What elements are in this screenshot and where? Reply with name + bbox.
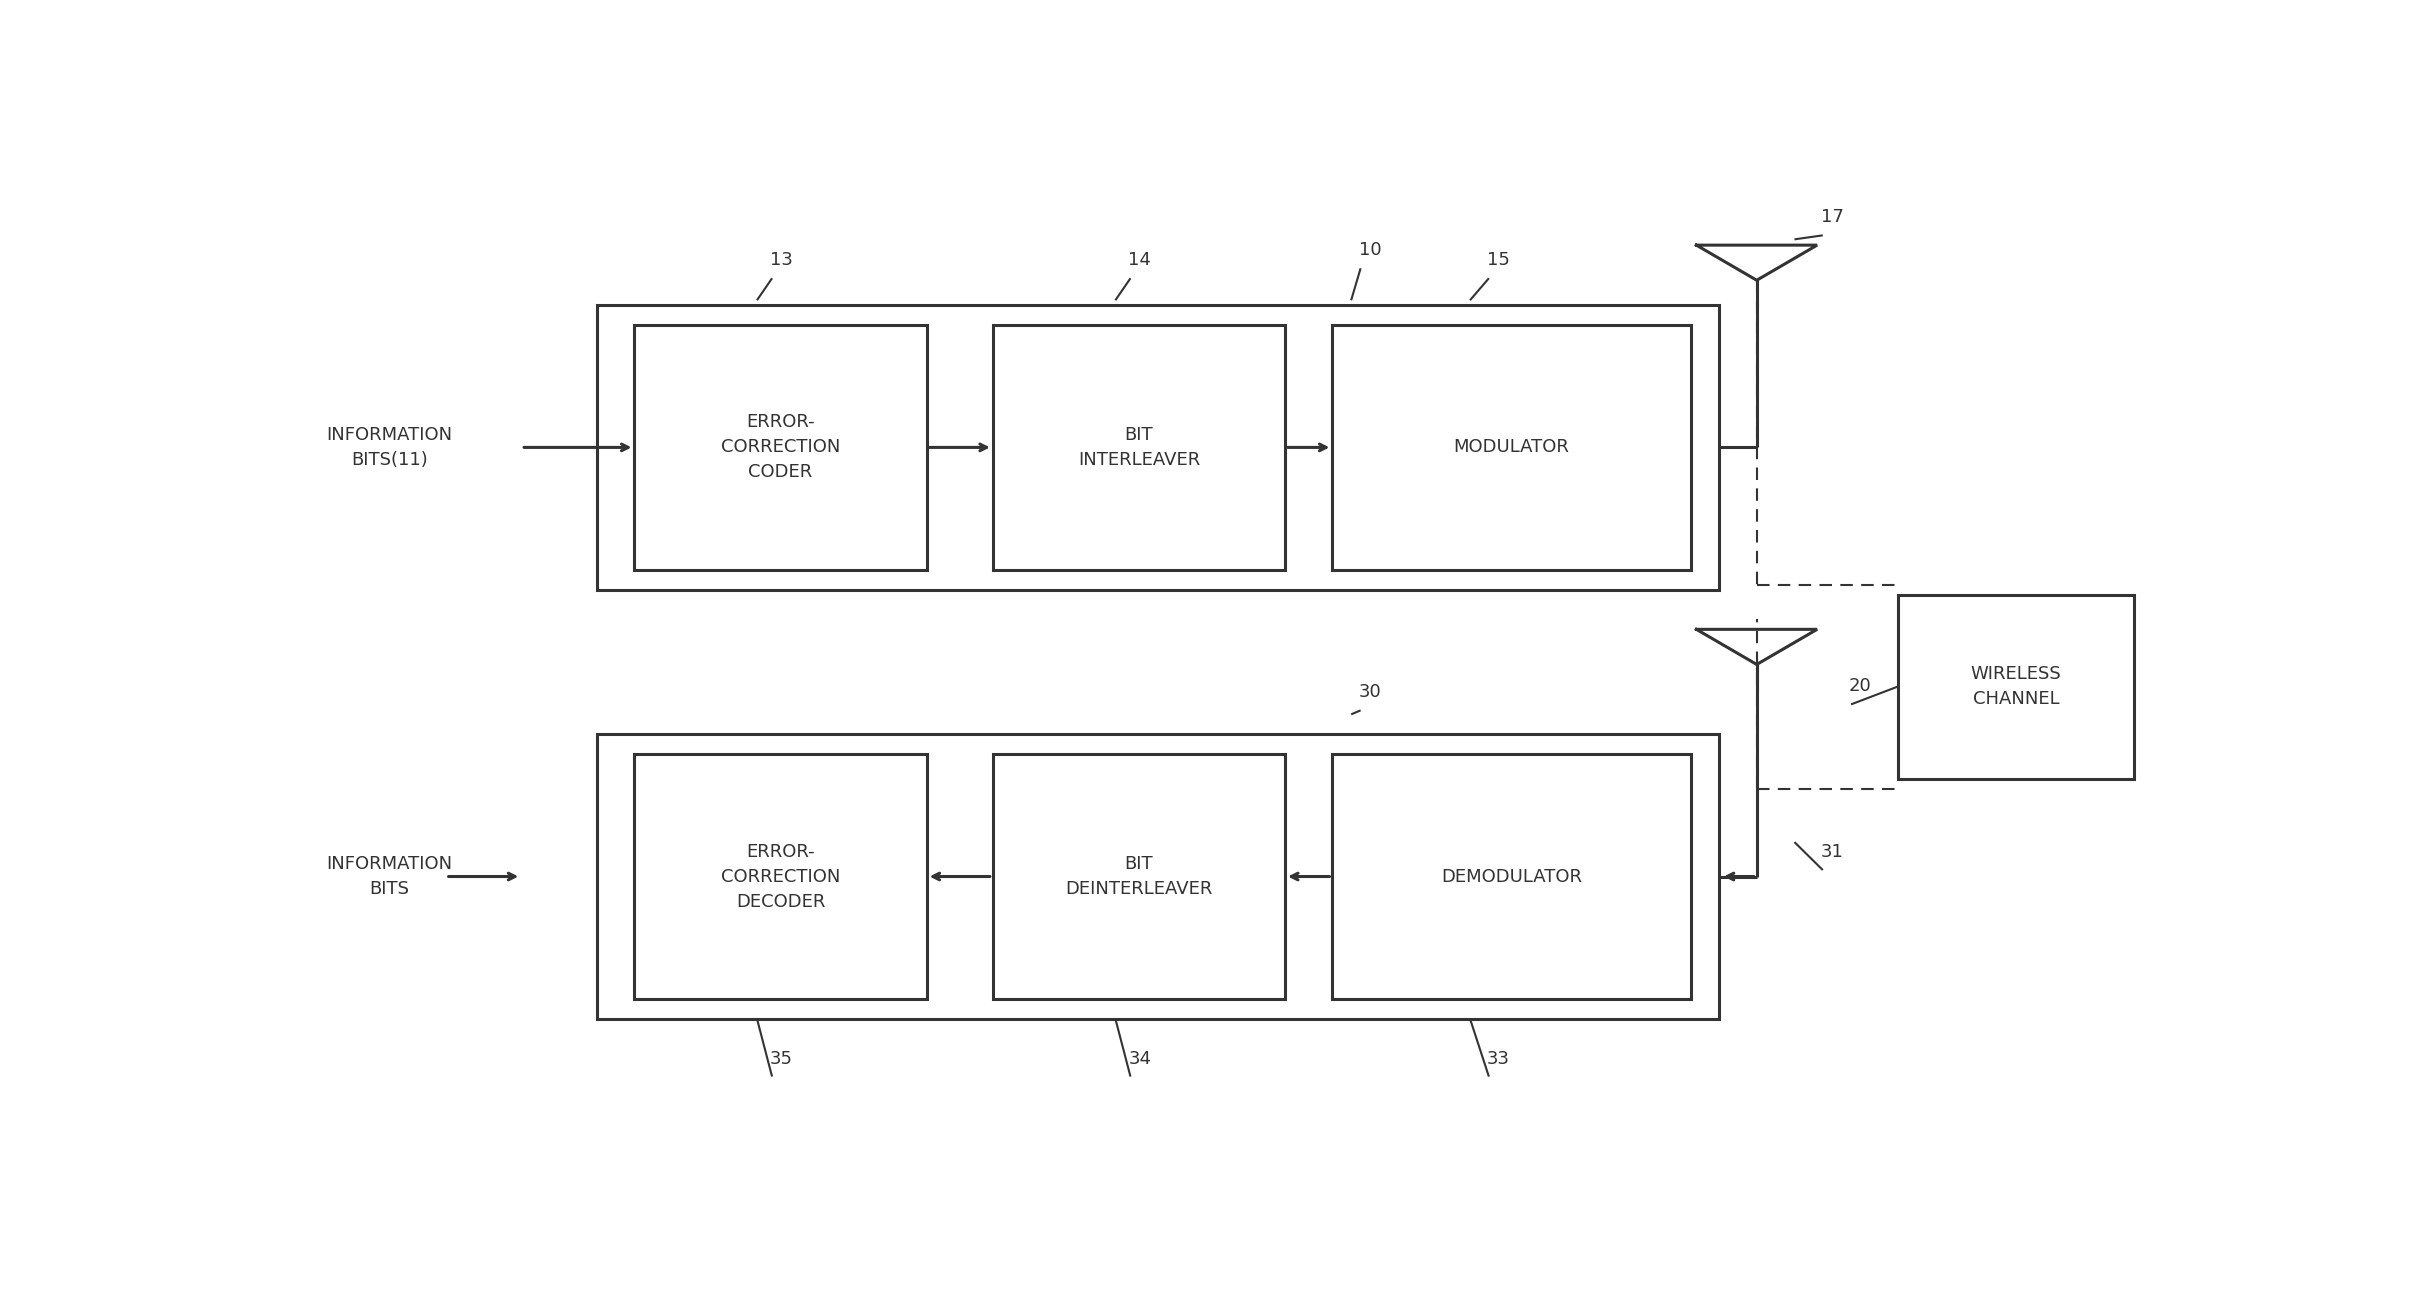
- Text: 10: 10: [1358, 241, 1383, 259]
- Text: INFORMATION
BITS: INFORMATION BITS: [326, 855, 453, 898]
- Bar: [1899, 595, 2135, 779]
- Text: 13: 13: [769, 251, 793, 270]
- Text: 31: 31: [1821, 844, 1843, 861]
- Bar: [993, 754, 1285, 999]
- Text: MODULATOR: MODULATOR: [1453, 438, 1570, 456]
- Text: ERROR-
CORRECTION
DECODER: ERROR- CORRECTION DECODER: [720, 842, 840, 911]
- Text: WIRELESS
CHANNEL: WIRELESS CHANNEL: [1972, 665, 2062, 709]
- Bar: [993, 325, 1285, 570]
- Text: INFORMATION
BITS(11): INFORMATION BITS(11): [326, 426, 453, 469]
- Text: 14: 14: [1129, 251, 1151, 270]
- Bar: [635, 754, 927, 999]
- Text: 17: 17: [1821, 209, 1843, 227]
- Text: BIT
DEINTERLEAVER: BIT DEINTERLEAVER: [1066, 855, 1212, 898]
- Text: 15: 15: [1487, 251, 1509, 270]
- Bar: [596, 306, 1718, 590]
- Text: ERROR-
CORRECTION
CODER: ERROR- CORRECTION CODER: [720, 413, 840, 481]
- Text: 30: 30: [1358, 683, 1383, 701]
- Bar: [1331, 325, 1692, 570]
- Text: 20: 20: [1850, 678, 1872, 696]
- Bar: [596, 735, 1718, 1019]
- Text: BIT
INTERLEAVER: BIT INTERLEAVER: [1078, 426, 1200, 469]
- Text: 33: 33: [1487, 1050, 1509, 1068]
- Text: 35: 35: [769, 1050, 793, 1068]
- Bar: [635, 325, 927, 570]
- Text: 34: 34: [1129, 1050, 1151, 1068]
- Bar: [1331, 754, 1692, 999]
- Text: DEMODULATOR: DEMODULATOR: [1441, 867, 1582, 885]
